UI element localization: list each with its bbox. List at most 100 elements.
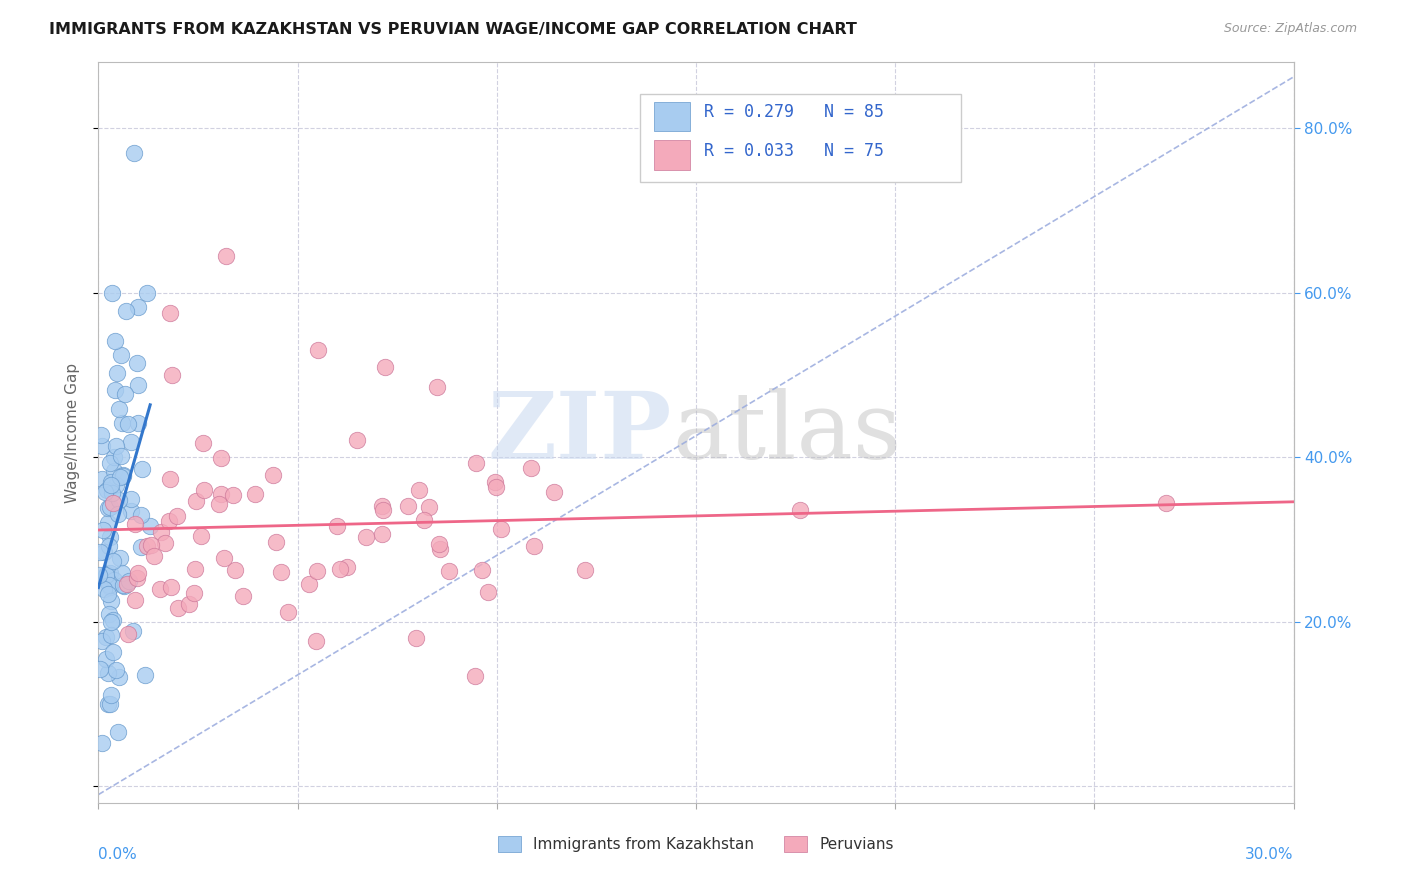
Point (122, 624, 145, 639)
Point (127, 571, 149, 585)
Y-axis label: Wage/Income Gap: Wage/Income Gap (65, 362, 80, 503)
Point (112, 469, 135, 483)
Point (160, 368, 183, 382)
Point (111, 578, 134, 592)
Point (103, 464, 125, 478)
Point (232, 589, 254, 603)
Point (277, 605, 299, 619)
Point (371, 527, 394, 541)
Point (208, 497, 231, 511)
Point (120, 504, 142, 518)
Point (523, 539, 546, 553)
Point (489, 522, 512, 536)
Point (405, 632, 427, 646)
Point (212, 551, 235, 566)
Point (543, 485, 565, 500)
Point (127, 300, 149, 314)
Point (91, 439, 114, 453)
Point (111, 566, 134, 581)
Point (100, 594, 122, 608)
Point (89, 661, 111, 675)
Point (110, 348, 132, 362)
Point (124, 516, 146, 531)
Point (100, 531, 122, 545)
Point (243, 487, 266, 501)
Point (127, 356, 149, 370)
Point (262, 467, 284, 482)
Point (439, 564, 461, 578)
Point (477, 585, 499, 599)
Point (150, 525, 173, 540)
Legend: Immigrants from Kazakhstan, Peruvians: Immigrants from Kazakhstan, Peruvians (492, 830, 900, 858)
Point (117, 574, 139, 588)
Point (307, 343, 329, 358)
Point (131, 508, 153, 522)
Point (329, 562, 352, 576)
Text: 30.0%: 30.0% (1246, 847, 1294, 863)
Point (221, 488, 243, 502)
Point (124, 593, 146, 607)
Point (264, 535, 287, 549)
Point (120, 434, 142, 449)
Point (412, 513, 434, 527)
Point (93, 582, 115, 596)
Point (93, 545, 115, 559)
Point (105, 439, 128, 453)
Point (190, 529, 212, 543)
FancyBboxPatch shape (654, 140, 690, 169)
Point (166, 508, 188, 523)
Point (374, 359, 396, 374)
Point (104, 663, 127, 677)
Point (110, 450, 132, 464)
Point (117, 417, 139, 431)
Point (101, 486, 124, 500)
Point (131, 462, 153, 476)
Point (98, 540, 121, 554)
Point (326, 519, 349, 533)
Point (465, 456, 488, 470)
Point (215, 249, 238, 263)
Point (136, 539, 159, 553)
Point (101, 645, 124, 659)
Point (105, 477, 128, 491)
Point (107, 493, 129, 508)
Point (104, 383, 127, 397)
Point (108, 402, 131, 417)
Point (184, 493, 207, 508)
Point (159, 472, 181, 486)
FancyBboxPatch shape (654, 102, 690, 131)
Point (98, 607, 121, 621)
Point (149, 582, 172, 596)
Point (183, 586, 205, 600)
Point (89, 544, 111, 558)
Point (107, 507, 129, 521)
Point (127, 416, 149, 430)
FancyBboxPatch shape (640, 95, 962, 182)
Point (94, 630, 117, 644)
Point (139, 519, 162, 533)
Point (396, 499, 419, 513)
Point (193, 483, 215, 497)
Point (191, 436, 214, 450)
Point (157, 514, 180, 528)
Point (166, 600, 188, 615)
Point (471, 562, 494, 576)
Point (153, 536, 176, 550)
Point (101, 495, 124, 509)
Text: 0.0%: 0.0% (98, 847, 138, 863)
Point (143, 549, 166, 563)
Point (112, 579, 135, 593)
Point (100, 477, 122, 491)
Point (270, 565, 292, 579)
Point (107, 724, 129, 739)
Point (485, 480, 508, 494)
Point (97, 516, 120, 530)
Point (107, 670, 129, 684)
Point (101, 554, 124, 568)
Point (373, 503, 395, 517)
Point (90, 634, 112, 648)
Text: Source: ZipAtlas.com: Source: ZipAtlas.com (1223, 22, 1357, 36)
Point (209, 450, 232, 465)
Point (98, 500, 121, 514)
Point (90, 472, 112, 486)
